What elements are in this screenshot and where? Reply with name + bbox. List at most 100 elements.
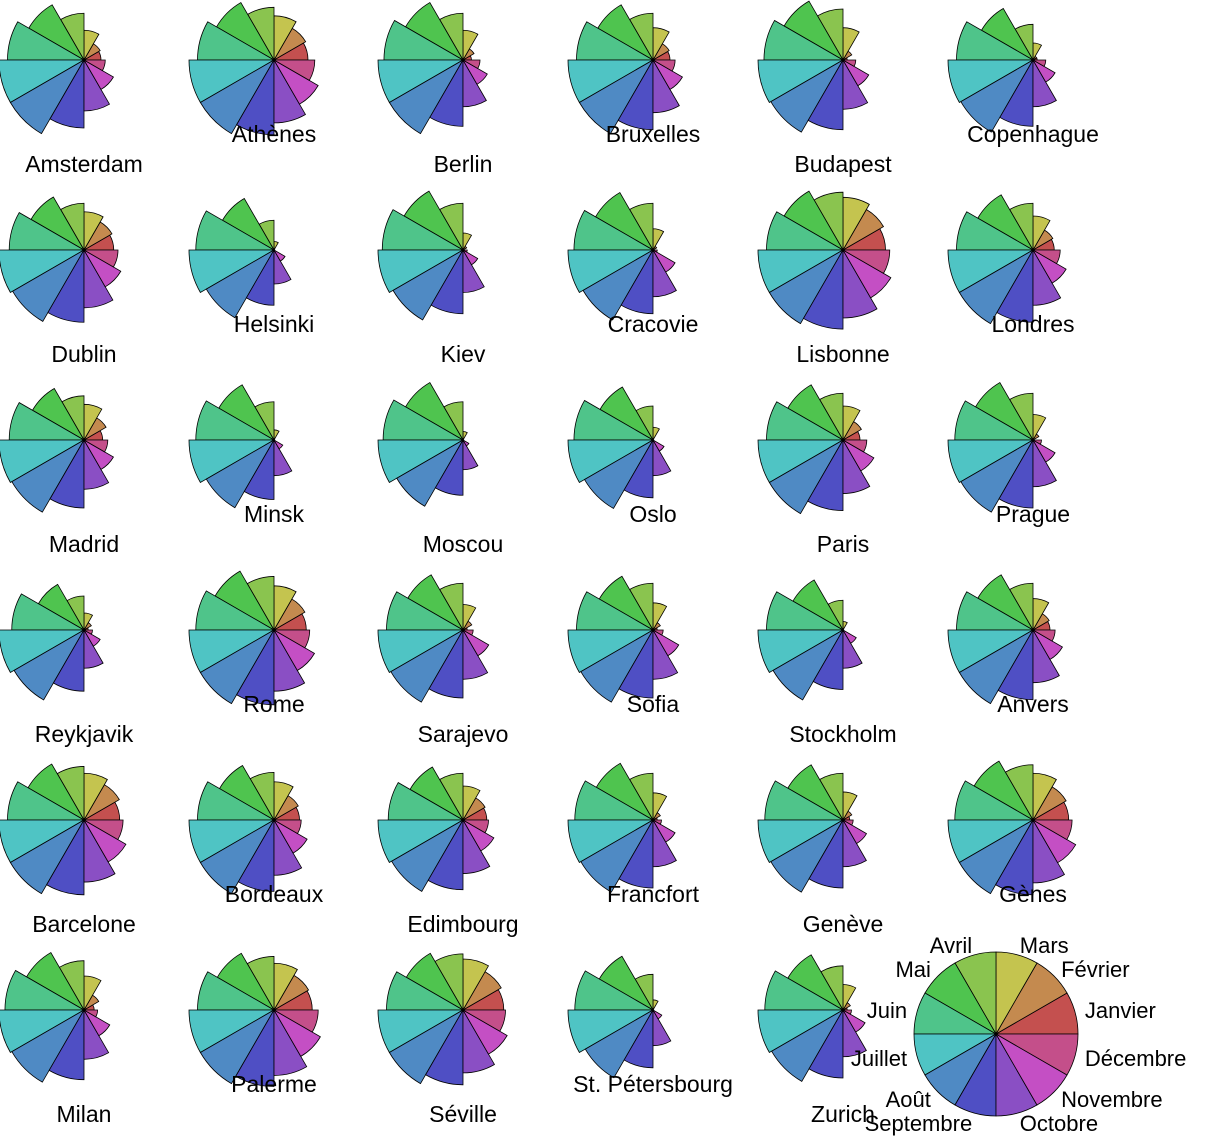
city-label: Rome	[243, 691, 304, 717]
segment-décembre	[461, 629, 474, 636]
segment-août	[768, 438, 845, 515]
segment-septembre	[620, 248, 654, 315]
segment-juillet	[188, 249, 276, 294]
segment-novembre	[82, 628, 101, 647]
segment-septembre	[802, 248, 844, 330]
segment-septembre	[808, 818, 844, 889]
segment-août	[578, 58, 655, 135]
segment-mars	[652, 228, 665, 252]
star-palerme	[188, 952, 321, 1087]
segment-septembre	[235, 1008, 275, 1087]
segment-octobre	[273, 818, 303, 876]
segment-octobre	[652, 58, 680, 114]
city-label: Séville	[429, 1101, 497, 1127]
segment-décembre	[651, 629, 664, 636]
segment-août	[388, 58, 465, 135]
star-helsinki	[188, 197, 292, 319]
star-budapest	[757, 0, 870, 133]
segment-octobre	[842, 628, 863, 669]
segment-mars	[1032, 42, 1043, 62]
key-star	[913, 951, 1079, 1117]
segment-juillet	[567, 249, 655, 294]
segment-septembre	[428, 628, 464, 699]
segment-novembre	[841, 818, 868, 845]
segment-septembre	[427, 818, 464, 891]
key-label-décembre: Décembre	[1085, 1046, 1186, 1071]
segment-novembre	[272, 1008, 321, 1057]
segment-novembre	[651, 818, 676, 843]
segment-août	[199, 1008, 276, 1085]
segment-septembre	[808, 1008, 844, 1079]
segment-juillet	[377, 629, 465, 674]
city-label: Bruxelles	[606, 121, 701, 147]
segment-septembre	[617, 58, 654, 131]
key-label-janvier: Janvier	[1085, 998, 1156, 1023]
segment-octobre	[842, 58, 869, 110]
key-label-novembre: Novembre	[1061, 1087, 1162, 1112]
city-label: Reykjavik	[35, 721, 134, 747]
city-label: Paris	[817, 531, 869, 557]
segment-septembre	[812, 628, 844, 690]
segment-septembre	[236, 58, 275, 136]
key-label-février: Février	[1061, 957, 1129, 982]
key-label-octobre: Octobre	[1020, 1111, 1098, 1136]
star-bruxelles	[567, 4, 683, 135]
star-francfort	[567, 762, 677, 893]
segment-août	[960, 58, 1035, 133]
segment-octobre	[652, 438, 672, 477]
segment-octobre	[1032, 58, 1057, 108]
segment-octobre	[1032, 628, 1060, 684]
star-sarajevo	[377, 574, 490, 703]
city-label: Dublin	[51, 341, 116, 367]
segment-novembre	[651, 248, 676, 273]
segment-décembre	[272, 1009, 319, 1033]
segment-septembre	[430, 248, 464, 315]
star-ath-nes	[188, 2, 319, 136]
key-label-septembre: Septembre	[865, 1111, 973, 1136]
segment-décembre	[1031, 629, 1056, 642]
star-berlin	[377, 2, 488, 135]
star-gen-ve	[757, 764, 868, 893]
segment-décembre	[461, 59, 481, 70]
segment-août	[772, 628, 845, 701]
segment-août	[11, 1008, 86, 1083]
segment-septembre	[623, 438, 654, 499]
segment-août	[960, 438, 1035, 513]
segment-juillet	[567, 819, 655, 864]
segment-octobre	[273, 628, 306, 692]
city-label: Genève	[803, 911, 884, 937]
city-label: Sofia	[627, 691, 680, 717]
star-minsk	[188, 384, 293, 509]
city-label: Palerme	[231, 1071, 317, 1097]
segment-octobre	[83, 628, 104, 669]
star-rome	[188, 570, 316, 706]
star-madrid	[0, 387, 114, 513]
segment-novembre	[651, 58, 683, 90]
segment-mars	[842, 621, 848, 632]
key-label-avril: Avril	[930, 933, 972, 958]
segment-décembre	[82, 439, 109, 453]
key-label-juillet: Juillet	[851, 1046, 907, 1071]
segment-novembre	[82, 58, 114, 90]
segment-octobre	[1032, 438, 1057, 488]
segment-octobre	[652, 628, 679, 680]
segment-août	[9, 58, 86, 135]
city-label: Zurich	[811, 1101, 875, 1127]
segment-septembre	[245, 248, 275, 306]
segment-octobre	[83, 58, 111, 112]
segment-décembre	[651, 59, 676, 72]
segment-août	[770, 58, 845, 133]
segment-mars	[652, 426, 660, 442]
segment-août	[580, 818, 655, 893]
segment-octobre	[842, 1008, 867, 1058]
segment-novembre	[1031, 818, 1077, 864]
key-label-juin: Juin	[867, 998, 907, 1023]
segment-mars	[652, 999, 659, 1012]
segment-octobre	[83, 248, 114, 309]
segment-octobre	[273, 438, 293, 477]
segment-septembre	[997, 628, 1034, 701]
segment-décembre	[272, 59, 316, 81]
key-segment-décembre	[994, 1033, 1079, 1076]
segment-août	[11, 438, 86, 513]
segment-octobre	[462, 248, 485, 293]
